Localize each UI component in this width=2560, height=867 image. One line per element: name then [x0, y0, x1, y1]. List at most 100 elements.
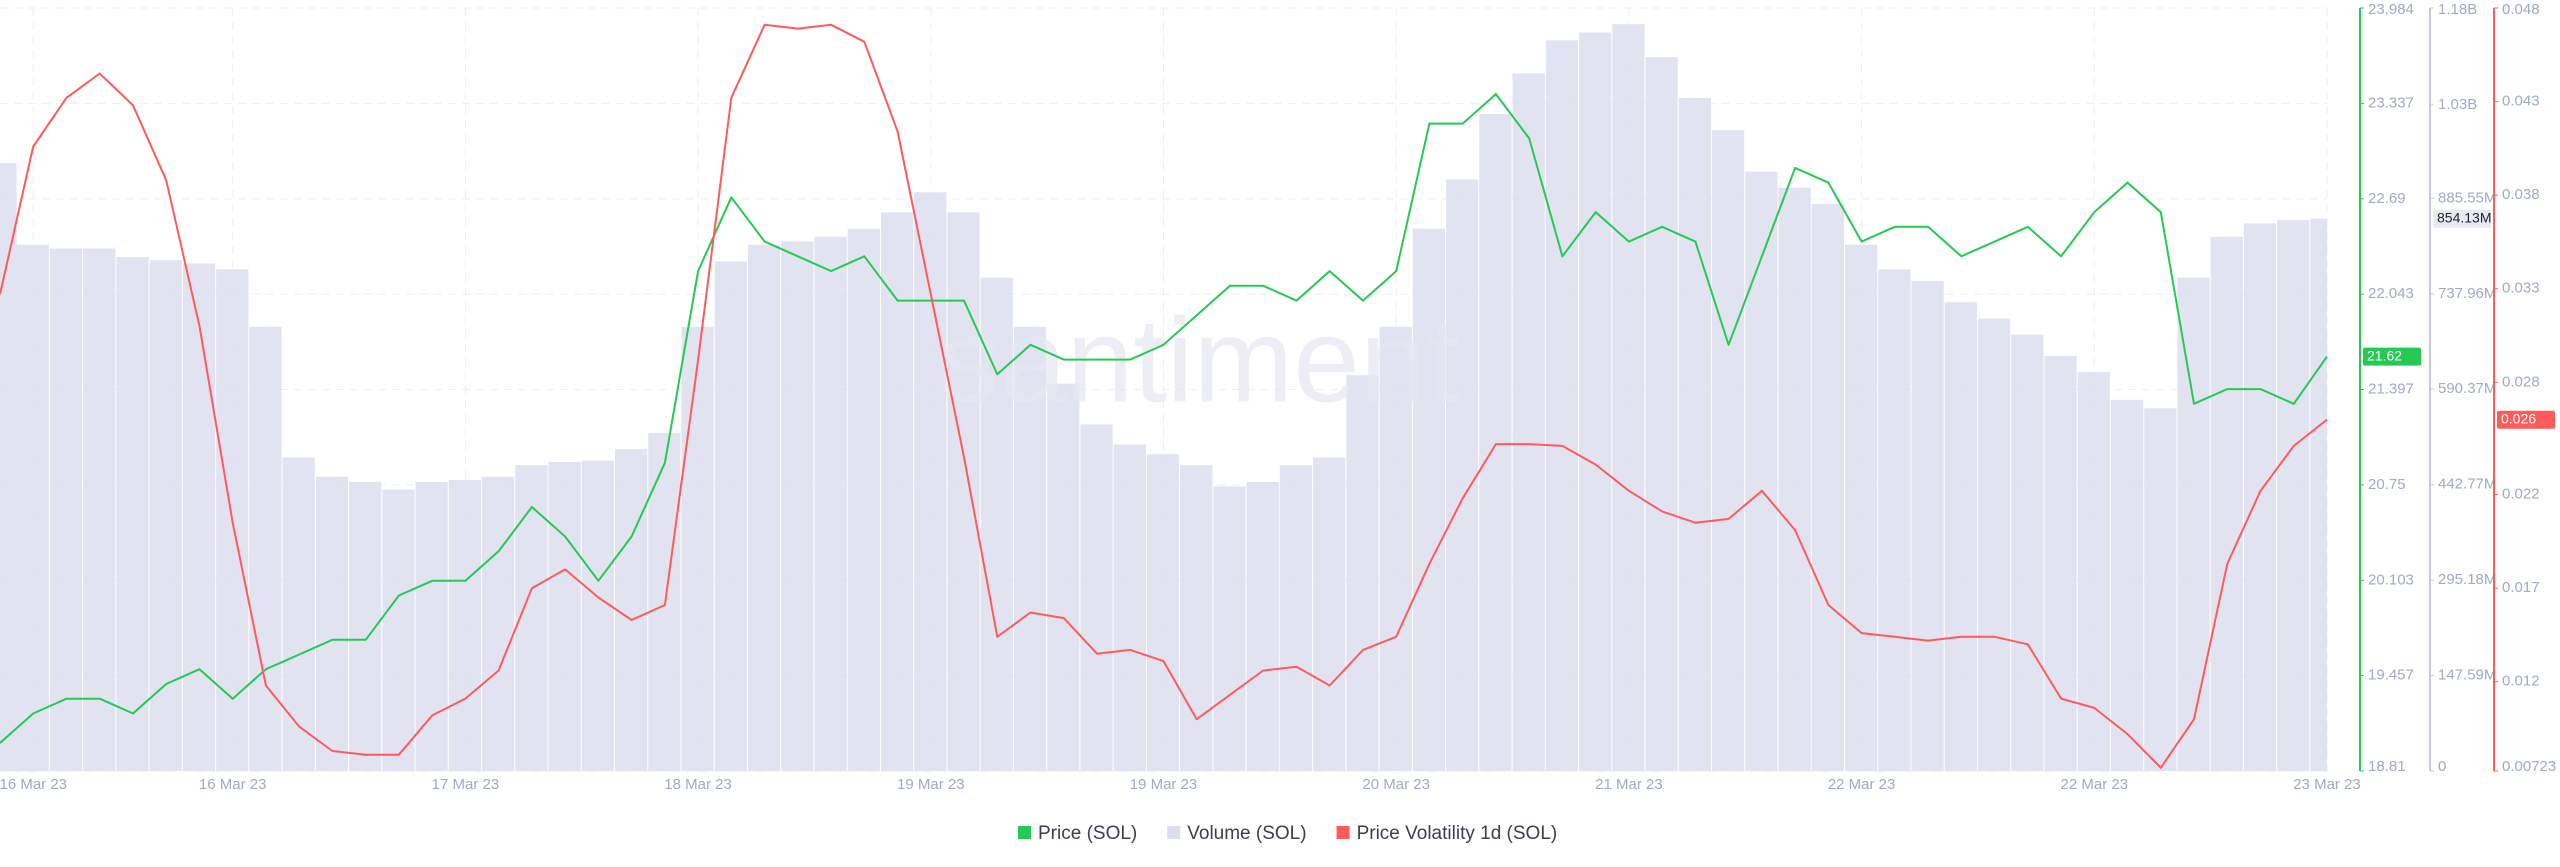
- y-tick-label: 0.017: [2502, 579, 2540, 596]
- volume-bar: [681, 326, 714, 771]
- volume-bar: [1080, 424, 1113, 771]
- volume-bar: [1977, 318, 2011, 771]
- volume-bar: [1313, 457, 1346, 771]
- volume-bar: [2011, 334, 2044, 771]
- volume-bar: [49, 248, 83, 771]
- foreground-layer: 18.81 19.457 20.103 20.75 21.397 22.043 22.69 2…: [0, 1, 2556, 793]
- volume-bar: [2144, 408, 2177, 771]
- x-tick-label: 19 Mar 23: [1130, 776, 1198, 793]
- volume-bar: [1645, 57, 1678, 771]
- volume-bar: [1545, 40, 1579, 772]
- current-value-label: 854.13M: [2437, 209, 2491, 225]
- volume-bar: [1479, 114, 1512, 771]
- volume-bar: [448, 480, 482, 771]
- y-tick-label: 1.18B: [2438, 1, 2477, 18]
- watermark: santiment: [940, 294, 1460, 428]
- volume-bar: [1712, 130, 1745, 771]
- x-tick-label: 23 Mar 23: [2293, 776, 2361, 793]
- volume-bar: [1579, 32, 1612, 772]
- x-tick-label: 16 Mar 23: [0, 776, 67, 793]
- volume-bar: [1678, 97, 1712, 772]
- y-tick-label: 737.96M: [2438, 285, 2496, 302]
- volume-bar: [747, 244, 781, 772]
- y-tick-label: 23.337: [2368, 94, 2414, 111]
- volume-bar: [1446, 179, 1479, 772]
- volume-bar: [2077, 372, 2110, 771]
- volume-bar: [1013, 326, 1047, 771]
- y-tick-label: 0.033: [2502, 280, 2540, 297]
- volume-bar: [2243, 223, 2277, 772]
- volume-bar: [614, 448, 648, 771]
- y-tick-label: 0.00723: [2502, 758, 2556, 775]
- x-tick-label: 20 Mar 23: [1362, 776, 1430, 793]
- x-tick-label: 17 Mar 23: [432, 776, 500, 793]
- y-tick-label: 0: [2438, 758, 2446, 775]
- y-tick-label: 0.022: [2502, 486, 2540, 503]
- volume-bar: [1279, 465, 1313, 771]
- legend-label: Price (SOL): [1038, 823, 1137, 844]
- y-tick-label: 21.397: [2368, 380, 2414, 397]
- volume-bar: [182, 263, 216, 771]
- y-tick-label: 0.048: [2502, 1, 2540, 18]
- volume-bar: [0, 163, 17, 771]
- legend-label: Price Volatility 1d (SOL): [1357, 823, 1558, 844]
- background-layer: [0, 7, 2328, 772]
- legend: Price (SOL) Volume (SOL) Price Volatility …: [1018, 823, 1557, 844]
- y-tick-label: 22.043: [2368, 285, 2414, 302]
- volume-bar: [1944, 302, 1977, 771]
- volume-bar: [16, 244, 49, 772]
- y-tick-label: 23.984: [2368, 1, 2414, 18]
- x-tick-label: 16 Mar 23: [199, 776, 267, 793]
- x-tick-label: 21 Mar 23: [1595, 776, 1663, 793]
- y-tick-label: 19.457: [2368, 667, 2414, 684]
- volume-bar: [2310, 218, 2327, 771]
- volume-bar: [1745, 171, 1778, 771]
- y-tick-label: 0.043: [2502, 93, 2540, 110]
- volume-bar: [249, 326, 282, 771]
- volume-bar: [116, 256, 149, 771]
- volume-bar: [482, 476, 515, 771]
- volume-bar: [1146, 454, 1180, 771]
- volume-bar: [415, 481, 448, 771]
- series-line: [0, 23, 2328, 769]
- volume-bar: [1113, 444, 1146, 771]
- volume-bar: [847, 228, 880, 771]
- current-value-badge: [2363, 347, 2421, 366]
- volume-bar: [1612, 24, 1645, 771]
- y-tick-label: 1.03B: [2438, 96, 2477, 113]
- volume-bar: [548, 461, 581, 771]
- volume-bar: [714, 261, 747, 771]
- volume-bar: [1379, 326, 1412, 771]
- volume-bar: [149, 260, 182, 771]
- volume-bar: [1878, 269, 1911, 771]
- volume-bar: [581, 460, 614, 771]
- y-tick-label: 590.37M: [2438, 380, 2496, 397]
- volume-bar: [2210, 236, 2243, 771]
- y-tick-label: 22.69: [2368, 190, 2406, 207]
- volume-bar: [83, 248, 116, 771]
- legend-swatch: [1018, 826, 1031, 839]
- y-tick-label: 885.55M: [2438, 189, 2496, 206]
- y-tick-label: 295.18M: [2438, 571, 2496, 588]
- volume-bar: [1412, 228, 1446, 771]
- legend-swatch: [1336, 826, 1350, 839]
- volume-bar: [315, 476, 349, 771]
- volume-bar: [2277, 220, 2310, 771]
- volume-bar: [1778, 187, 1811, 771]
- y-tick-label: 18.81: [2368, 758, 2406, 775]
- volume-bar: [1346, 375, 1379, 771]
- volume-bar: [282, 457, 315, 771]
- volume-bar: [1512, 73, 1545, 772]
- legend-swatch: [1167, 826, 1181, 839]
- x-tick-label: 19 Mar 23: [897, 776, 965, 793]
- volume-bar: [1911, 280, 1944, 771]
- volume-bar: [947, 212, 980, 772]
- volume-bar: [1246, 481, 1279, 771]
- y-tick-label: 0.012: [2502, 673, 2540, 690]
- y-tick-label: 20.75: [2368, 476, 2406, 493]
- current-value-label: 0.026: [2501, 410, 2536, 426]
- volume-bar: [1180, 465, 1213, 771]
- volume-bar: [1213, 486, 1246, 771]
- current-value-label: 21.62: [2367, 347, 2402, 363]
